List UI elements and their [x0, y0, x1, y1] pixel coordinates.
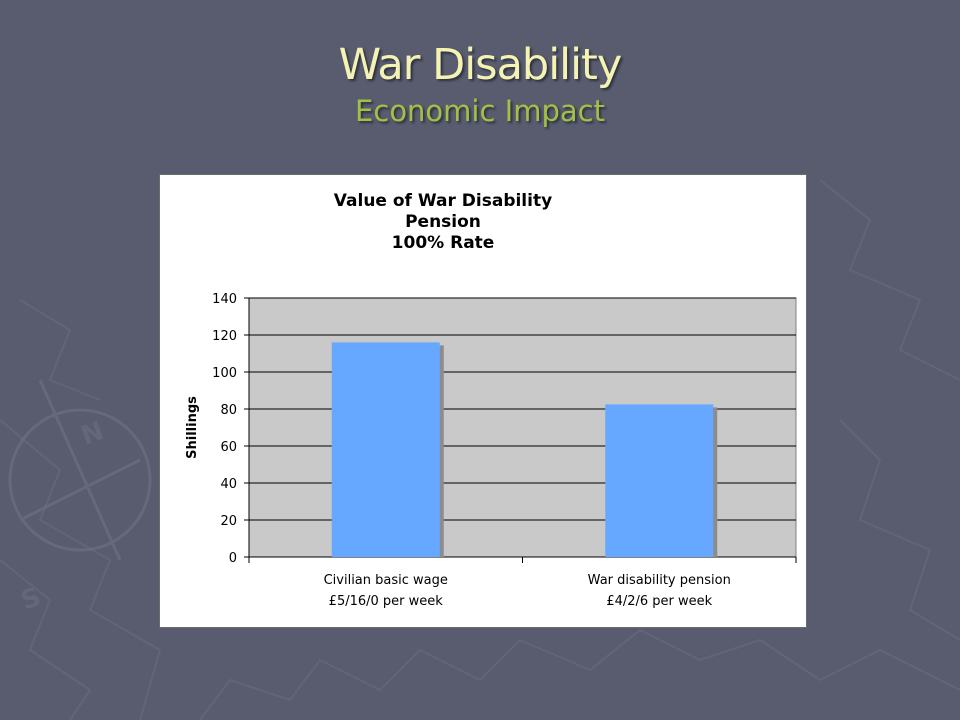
y-tick-label: 20	[220, 514, 237, 529]
y-tick-label: 80	[220, 403, 237, 418]
x-category-label: War disability pension	[588, 573, 731, 588]
y-tick-label: 0	[229, 551, 237, 566]
slide-subtitle: Economic Impact	[355, 94, 605, 128]
y-tick-label: 60	[220, 440, 237, 455]
chart-container: Value of War Disability Pension 100% Rate 0…	[159, 174, 807, 628]
chart-title-line-3: 100% Rate	[392, 233, 495, 253]
svg-text:S: S	[17, 582, 45, 617]
bar-2	[605, 404, 714, 557]
bar-1	[331, 342, 440, 557]
y-tick-label: 120	[212, 329, 237, 344]
y-tick-label: 40	[220, 477, 237, 492]
x-category-label: Civilian basic wage	[324, 573, 448, 588]
chart-title-line-2: Pension	[405, 212, 481, 232]
chart-title-line-1: Value of War Disability	[334, 191, 552, 211]
y-axis-label: Shillings	[185, 396, 200, 459]
x-category-sublabel: £4/2/6 per week	[606, 594, 712, 609]
y-tick-label: 100	[212, 366, 237, 381]
svg-text:N: N	[77, 416, 108, 452]
y-tick-label: 140	[212, 292, 237, 307]
x-category-sublabel: £5/16/0 per week	[329, 594, 444, 609]
slide-title: War Disability	[338, 40, 623, 90]
